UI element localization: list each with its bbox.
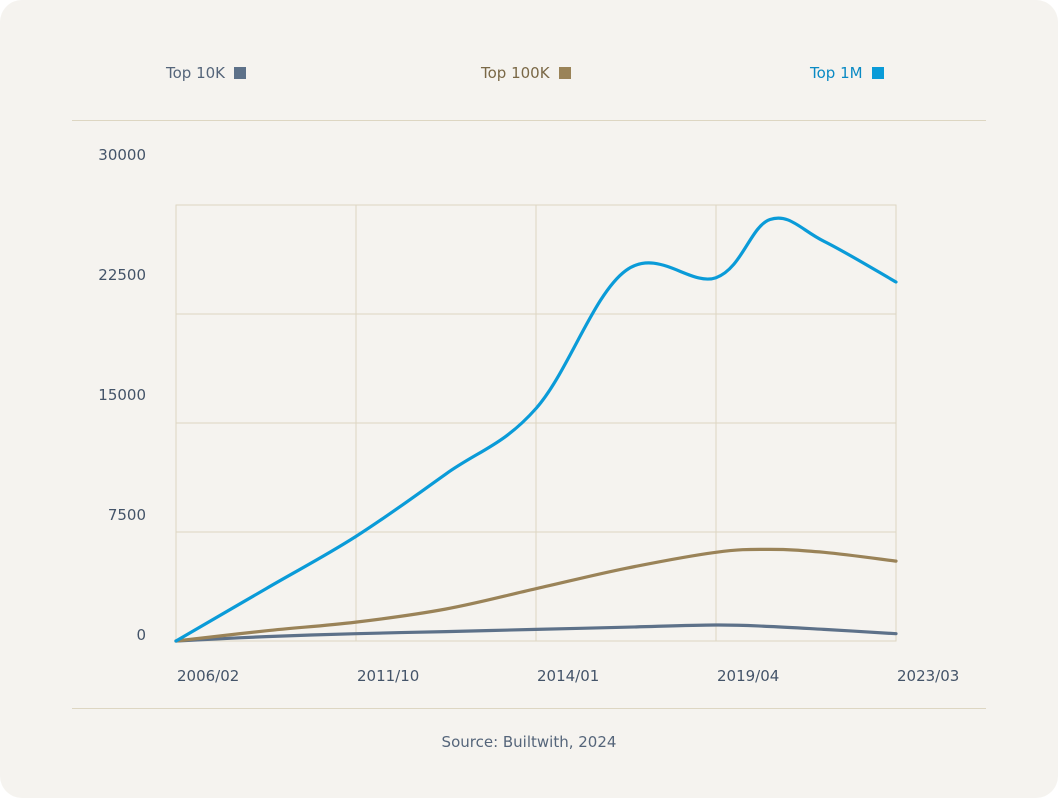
x-tick-label: 2006/02 bbox=[177, 667, 239, 685]
series-line-top-1m bbox=[174, 216, 898, 643]
series-line-top-10k bbox=[174, 623, 898, 643]
y-tick-label: 0 bbox=[136, 626, 146, 644]
y-tick-label: 7500 bbox=[108, 506, 146, 524]
legend-swatch-top-100k bbox=[558, 67, 571, 79]
tick-labels: 2006/02 2011/10 2014/01 2019/04 2023/03 30000… bbox=[98, 146, 959, 685]
legend-swatch-top-1m bbox=[871, 67, 884, 79]
y-tick-label: 22500 bbox=[98, 266, 146, 284]
series-line-top-100k bbox=[174, 547, 898, 643]
series-lines bbox=[174, 216, 898, 643]
x-tick-label: 2011/10 bbox=[357, 667, 419, 685]
legend-label-top-1m: Top 1M bbox=[810, 64, 863, 82]
legend-item-top-1m: Top 1M bbox=[810, 63, 884, 83]
grid bbox=[175, 204, 897, 642]
legend-label-top-100k: Top 100K bbox=[481, 64, 550, 82]
legend-item-top-10k: Top 10K bbox=[166, 63, 247, 83]
y-tick-label: 30000 bbox=[98, 146, 146, 164]
legend-swatch-top-10k bbox=[234, 67, 247, 79]
top-divider bbox=[72, 120, 986, 121]
bottom-divider bbox=[72, 708, 986, 709]
x-tick-label: 2019/04 bbox=[717, 667, 779, 685]
y-tick-label: 15000 bbox=[98, 386, 146, 404]
legend-label-top-10k: Top 10K bbox=[166, 64, 226, 82]
legend-item-top-100k: Top 100K bbox=[481, 63, 571, 83]
source-note: Source: Builtwith, 2024 bbox=[441, 733, 617, 751]
x-tick-label: 2023/03 bbox=[897, 667, 959, 685]
x-tick-label: 2014/01 bbox=[537, 667, 599, 685]
